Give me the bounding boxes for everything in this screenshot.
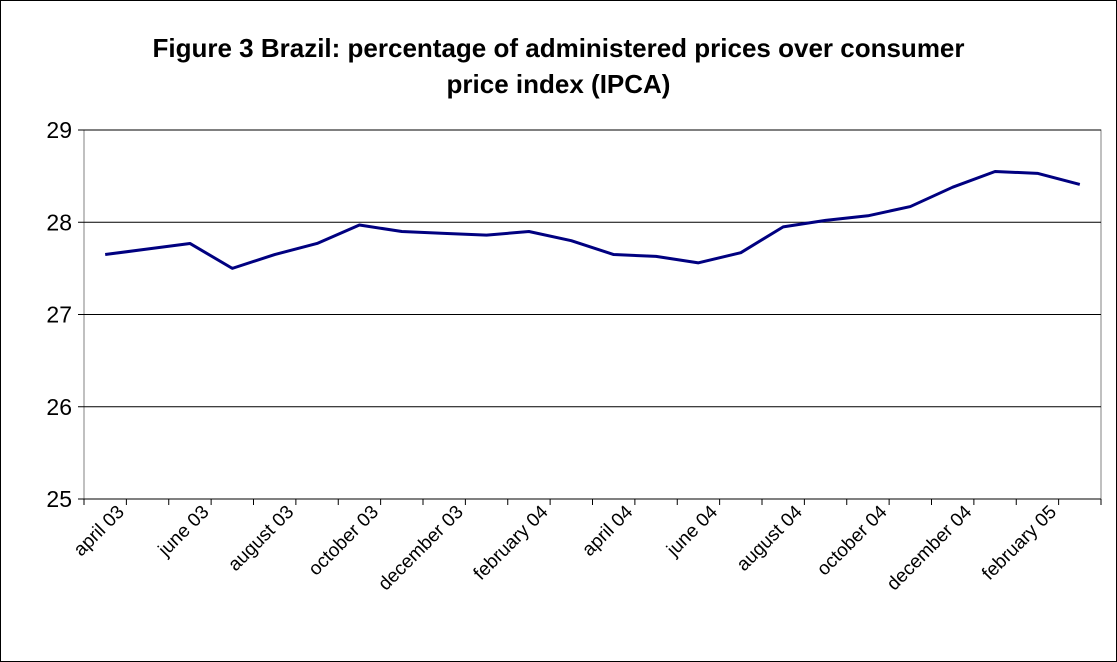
line [104, 170, 1081, 270]
y-tick-label: 28 [46, 209, 72, 235]
y-tick-label: 26 [46, 394, 72, 420]
y-tick-label: 25 [46, 486, 72, 512]
y-tick-label: 27 [46, 302, 72, 328]
chart-title: Figure 3 Brazil: percentage of administe… [152, 33, 965, 99]
y-tick-label: 29 [46, 117, 72, 143]
